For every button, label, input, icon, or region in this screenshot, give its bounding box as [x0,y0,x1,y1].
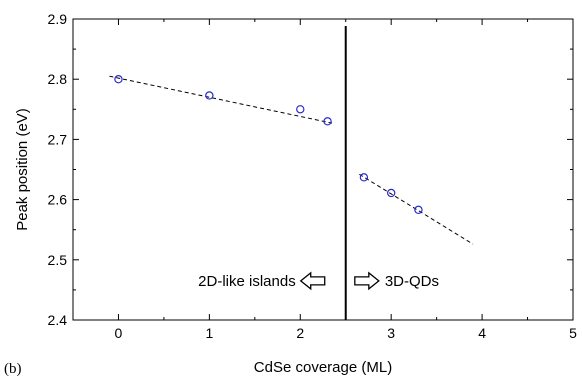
plot-frame [72,18,574,321]
data-point-series-1 [296,105,305,114]
x-tick-label: 2 [296,325,304,341]
y-tick-label: 2.9 [48,11,68,27]
x-tick-label: 3 [387,325,395,341]
right-arrow-icon [354,271,380,291]
x-tick-label: 0 [115,325,123,341]
x-axis-label: CdSe coverage (ML) [254,359,392,376]
fit-line-1 [109,75,333,124]
y-tick-label: 2.6 [48,192,68,208]
data-point-series-1 [114,74,123,84]
annotation-3d-qds: 3D-QDs [385,273,439,290]
y-tick-label: 2.8 [48,71,68,87]
chart-texts: CdSe coverage (ML) Peak position (eV) (b… [4,108,439,377]
data-point-series-1 [323,117,332,126]
y-tick-label: 2.5 [48,252,68,268]
data-point-series-2 [414,205,423,215]
left-arrow-icon [299,271,326,291]
fit-line-2 [359,173,474,245]
panel-label: (b) [4,361,22,377]
data-point-series-1 [205,91,214,100]
x-tick-label: 1 [205,325,213,341]
chart-marks [109,26,474,320]
x-tick-label: 5 [569,325,577,341]
y-tick-label: 2.7 [48,131,68,147]
x-tick-label: 4 [478,325,486,341]
plot-area: 0 1 2 3 4 5 2.4 2.5 2.6 2.7 2.8 2.9 [48,11,578,341]
data-point-series-2 [359,173,369,182]
y-axis-label: Peak position (eV) [14,108,31,231]
data-point-series-2 [386,188,396,198]
y-tick-label: 2.4 [48,312,68,328]
annotation-2d-islands: 2D-like islands [198,273,296,290]
